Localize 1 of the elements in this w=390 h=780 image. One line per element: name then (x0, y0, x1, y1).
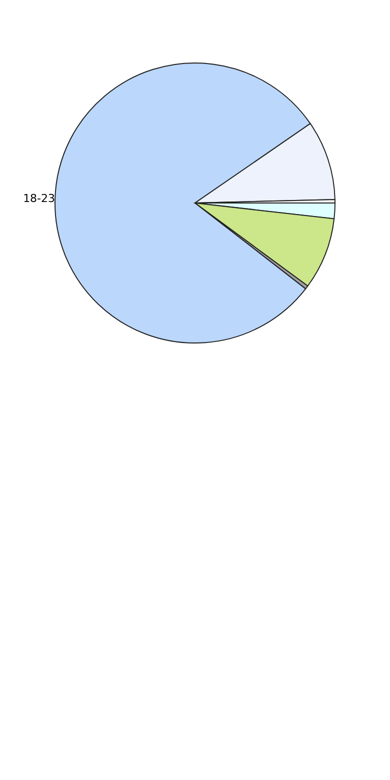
slice-label: 18-23 (23, 192, 56, 206)
